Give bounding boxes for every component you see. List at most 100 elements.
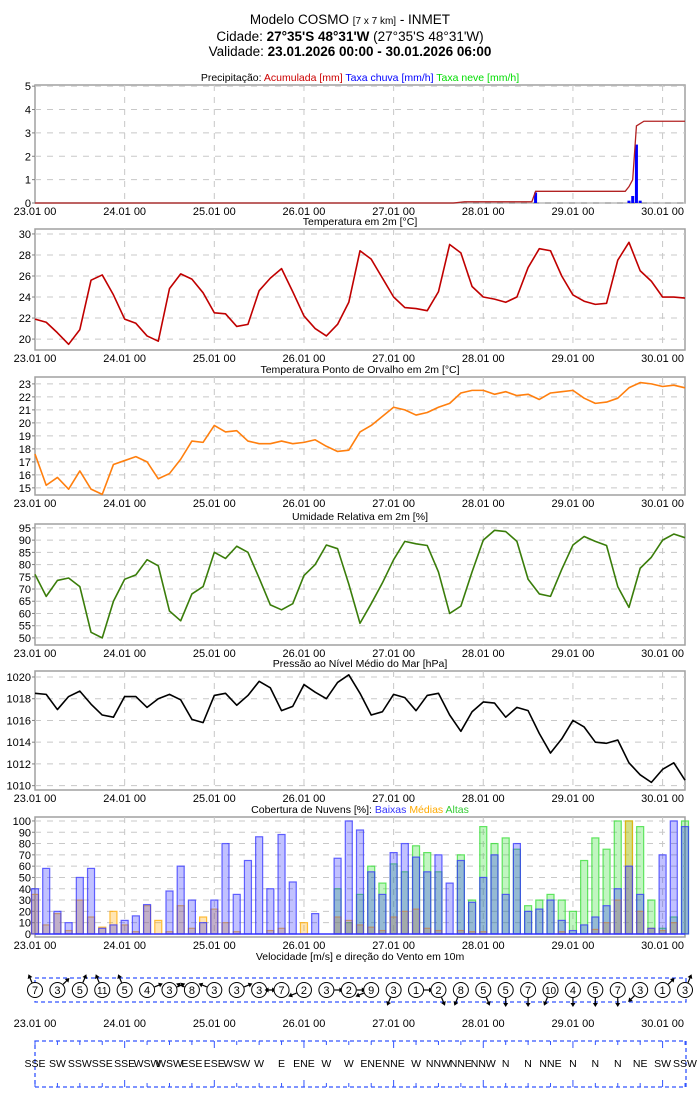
wind-speed-value: 7 [525, 985, 531, 997]
city-label: Cidade: [216, 29, 267, 44]
wind-direction-label: W [344, 1058, 354, 1070]
city-line: Cidade: 27°35'S 48°31'W (27°35'S 48°31'W… [0, 29, 700, 44]
wind-arrowhead-icon [198, 982, 204, 988]
wind-speed-circle [161, 982, 178, 998]
y-tick-label: 24 [19, 292, 31, 304]
title-part: Taxa chuva [mm/h] [345, 72, 436, 84]
x-tick-label: 24.01 00 [103, 648, 146, 660]
wind-direction-label: NNW [426, 1058, 451, 1070]
y-tick-label: 22 [19, 313, 31, 325]
wind-direction-label: SSE [114, 1058, 135, 1070]
cloud-bar-baixas [199, 922, 208, 935]
rain-rate-bar [634, 144, 638, 203]
x-tick-label: 26.01 00 [283, 793, 326, 805]
y-tick-label: 50 [19, 633, 31, 645]
wind-speed-value: 3 [54, 985, 60, 997]
cloud-bar-baixas [400, 842, 409, 935]
wind-speed-circle [71, 982, 88, 998]
wind-speed-value: 7 [615, 985, 621, 997]
cloud-bar-baixas [120, 919, 129, 935]
wind-speed-value: 7 [278, 985, 284, 997]
temp-chart: Temperatura em 2m [°C] 20 22 24 26 28 30 23.01 … [14, 216, 686, 365]
cloud-bar-baixas [131, 915, 140, 935]
precip-chart: Precipitação: Acumulada [mm] Taxa chuva … [14, 72, 686, 218]
wind-direction-label: NNE [539, 1058, 561, 1070]
x-tick-label: 28.01 00 [462, 353, 505, 365]
y-tick-label: 15 [19, 483, 31, 495]
y-tick-label: 16 [19, 470, 31, 482]
cloud-bar-baixas [42, 867, 51, 935]
cloud-bar-altas [580, 859, 589, 935]
wind-arrowhead-icon [355, 992, 361, 998]
cloud-bar-baixas [176, 865, 185, 935]
wind-speed-value: 5 [480, 985, 486, 997]
x-tick-label: 28.01 00 [462, 206, 505, 218]
wind-speed-value: 3 [234, 985, 240, 997]
title-part: Precipitação: [201, 72, 264, 84]
wind-speed-value: 1 [660, 985, 666, 997]
y-tick-label: 2 [25, 151, 31, 163]
wind-arrowhead-icon [64, 977, 70, 983]
wind-speed-circle [273, 982, 290, 998]
y-tick-label: 28 [19, 250, 31, 262]
x-tick-label: 30.01 00 [641, 940, 684, 952]
cloud-bar-baixas [98, 927, 107, 935]
cloud-bar-baixas [277, 833, 286, 935]
cloud-bar-baixas [86, 867, 96, 935]
wind-speed-value: 2 [346, 985, 352, 997]
cloud-bar-baixas [658, 854, 667, 935]
pressure-title: Pressão ao Nível Médio do Mar [hPa] [273, 658, 448, 670]
model-line: Modelo COSMO [7 x 7 km] - INMET [0, 12, 700, 29]
x-tick-label: 23.01 00 [14, 498, 57, 510]
wind-speed-value: 10 [545, 986, 557, 997]
y-tick-label: 65 [19, 596, 31, 608]
city-coords-alt: (27°35'S 48°31'W) [369, 29, 484, 44]
cloud-bar-baixas [501, 893, 510, 935]
wind-direction-label: NNE [450, 1058, 472, 1070]
y-tick-label: 30 [19, 895, 31, 907]
x-tick-label: 24.01 00 [103, 793, 146, 805]
wind-speed-circle [475, 982, 492, 998]
y-tick-label: 3 [25, 128, 31, 140]
wind-speed-value: 4 [570, 985, 576, 997]
x-tick-label: 26.01 00 [283, 206, 326, 218]
y-tick-label: 30 [19, 229, 31, 241]
wind-arrowhead-icon [27, 974, 33, 979]
wind-speed-circle [385, 982, 402, 998]
wind-arrowhead-icon [525, 1003, 531, 1007]
wind-direction-label: N [502, 1058, 510, 1070]
wind-speed-circle [228, 982, 245, 998]
wind-date-label: 29.01 00 [552, 1018, 595, 1030]
x-tick-label: 29.01 00 [552, 648, 595, 660]
wind-speed-value: 5 [503, 985, 509, 997]
cloud-bar-baixas [524, 910, 533, 935]
title-part: Acumulada [mm] [264, 72, 346, 84]
model-resolution: [7 x 7 km] [352, 16, 397, 27]
precip-title: Precipitação: Acumulada [mm] Taxa chuva … [201, 72, 519, 84]
cloud-bar-baixas [445, 882, 454, 935]
x-tick-label: 23.01 00 [14, 648, 57, 660]
wind-arrowhead-icon [453, 1001, 459, 1006]
wind-direction-label: WSW [156, 1058, 183, 1070]
wind-direction-label: NNW [471, 1058, 496, 1070]
wind-direction-label: N [592, 1058, 600, 1070]
dew-line [34, 381, 686, 496]
plot-frame [34, 670, 686, 791]
title-part: Pressão ao Nível Médio do Mar [hPa] [273, 658, 448, 670]
wind-direction-label: SW [654, 1058, 671, 1070]
y-tick-label: 1010 [7, 781, 31, 793]
city-coords: 27°35'S 48°31'W [266, 29, 370, 44]
y-tick-label: 90 [19, 827, 31, 839]
wind-speed-value: 3 [211, 985, 217, 997]
wind-speed-circle [139, 982, 156, 998]
wind-speed-circle [340, 982, 357, 998]
wind-speed-value: 1 [413, 985, 419, 997]
wind-arrowhead-icon [176, 982, 181, 988]
y-tick-label: 60 [19, 861, 31, 873]
wind-speed-value: 3 [682, 985, 688, 997]
cloud-bar-baixas [434, 854, 443, 935]
cloud-bar-baixas [165, 890, 174, 935]
x-tick-label: 23.01 00 [14, 793, 57, 805]
y-tick-label: 70 [19, 850, 31, 862]
wind-direction-label: NNE [383, 1058, 405, 1070]
